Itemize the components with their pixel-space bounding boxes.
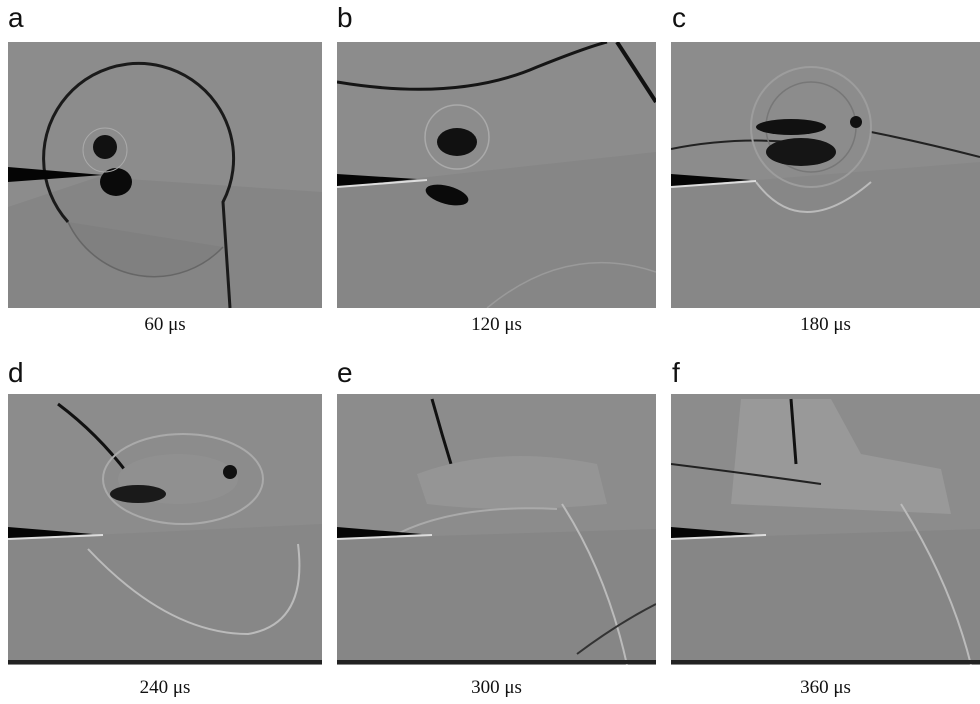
- panel-letter: a: [8, 2, 24, 33]
- schlieren-image: [337, 394, 656, 665]
- panel-letter: e: [337, 357, 353, 388]
- schlieren-image: [671, 42, 980, 308]
- schlieren-image: [671, 394, 980, 665]
- panel-caption: 240 μs: [139, 677, 191, 698]
- schlieren-image: [337, 42, 656, 308]
- panel-letter: c: [672, 2, 686, 33]
- panel-caption: 120 μs: [471, 314, 522, 335]
- panel-letter: d: [8, 357, 24, 388]
- panel-caption: 360 μs: [800, 677, 851, 698]
- schlieren-image: [8, 42, 322, 308]
- panel-caption: 60 μs: [144, 314, 186, 335]
- panel-caption: 180 μs: [800, 314, 851, 335]
- panel-letter: b: [337, 2, 353, 33]
- panel-caption: 300 μs: [471, 677, 522, 698]
- panel-letter: f: [672, 357, 680, 388]
- schlieren-image: [8, 394, 322, 665]
